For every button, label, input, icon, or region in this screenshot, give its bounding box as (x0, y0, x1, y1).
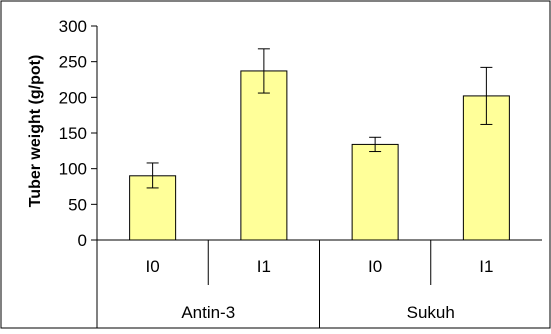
x-category-label: I0 (146, 257, 160, 276)
x-category-label: I1 (479, 257, 493, 276)
y-tick-label: 300 (59, 17, 87, 36)
bar (240, 70, 288, 241)
y-tick-label: 100 (59, 160, 87, 179)
x-category-label: I1 (257, 257, 271, 276)
x-category-labels: I0 I1 I0 I1 Antin-3 Sukuh (146, 257, 494, 322)
x-category-label: I0 (368, 257, 382, 276)
x-group-label: Sukuh (407, 303, 455, 322)
y-tick-label: 150 (59, 124, 87, 143)
y-tick-label: 200 (59, 88, 87, 107)
y-tick-label: 0 (78, 231, 87, 250)
bar (351, 143, 399, 241)
x-group-label: Antin-3 (181, 303, 235, 322)
error-bars (146, 48, 493, 189)
y-tick-label: 250 (59, 53, 87, 72)
y-tick-label: 50 (68, 195, 87, 214)
y-axis-label: Tuber weight (g/pot) (27, 55, 44, 208)
